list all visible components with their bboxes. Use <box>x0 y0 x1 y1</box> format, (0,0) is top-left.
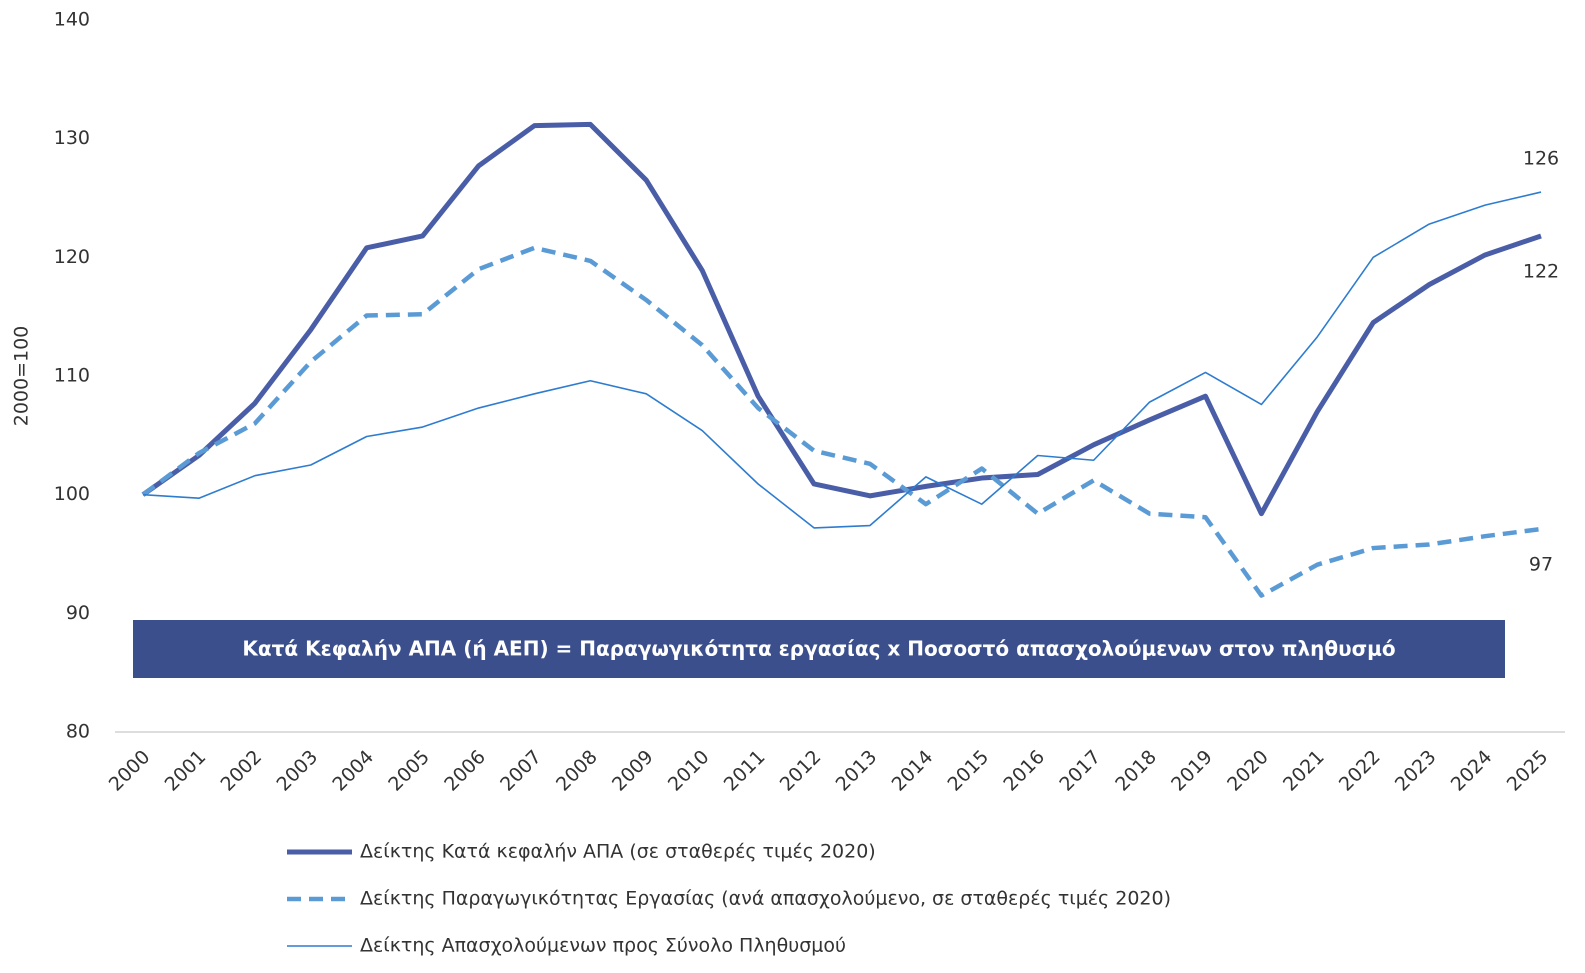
x-tick-label: 2024 <box>1447 746 1497 796</box>
y-tick-label: 140 <box>54 9 90 31</box>
x-tick-label: 2004 <box>328 746 378 796</box>
y-axis-label: 2000=100 <box>11 326 33 427</box>
legend-label: Δείκτης Κατά κεφαλήν ΑΠΑ (σε σταθερές τι… <box>360 841 876 863</box>
legend-label: Δείκτης Παραγωγικότητας Εργασίας (ανά απ… <box>360 888 1171 910</box>
x-tick-label: 2016 <box>999 746 1049 796</box>
x-tick-label: 2023 <box>1391 746 1441 796</box>
y-tick-label: 90 <box>66 602 90 624</box>
x-tick-label: 2021 <box>1279 746 1329 796</box>
y-tick-label: 120 <box>54 246 90 268</box>
x-tick-label: 2009 <box>608 746 658 796</box>
x-tick-label: 2002 <box>217 746 267 796</box>
x-tick-label: 2006 <box>440 746 490 796</box>
annotation: Κατά Κεφαλήν ΑΠΑ (ή ΑΕΠ) = Παραγωγικότητ… <box>242 637 1395 661</box>
series-line <box>141 245 1542 598</box>
x-tick-label: 2010 <box>664 746 714 796</box>
x-tick-label: 2003 <box>272 746 322 796</box>
x-tick-label: 2000 <box>105 746 155 796</box>
x-tick-label: 2022 <box>1335 746 1385 796</box>
x-tick-label: 2015 <box>943 746 993 796</box>
x-tick-label: 2012 <box>776 746 826 796</box>
x-tick-label: 2014 <box>888 746 938 796</box>
x-tick-label: 2019 <box>1167 746 1217 796</box>
x-tick-label: 2017 <box>1055 746 1105 796</box>
x-tick-label: 2025 <box>1503 746 1553 796</box>
y-tick-label: 130 <box>54 127 90 149</box>
data-label: 97 <box>1529 554 1553 576</box>
data-label: 126 <box>1523 148 1559 170</box>
legend-label: Δείκτης Απασχολούμενων προς Σύνολο Πληθυ… <box>360 935 846 957</box>
x-tick-label: 2008 <box>552 746 602 796</box>
x-tick-label: 2005 <box>384 746 434 796</box>
x-tick-label: 2011 <box>720 746 770 796</box>
series-line <box>141 121 1542 517</box>
x-tick-label: 2018 <box>1111 746 1161 796</box>
annotation-box <box>133 620 1505 678</box>
y-tick-label: 80 <box>66 721 90 743</box>
x-tick-label: 2007 <box>496 746 546 796</box>
data-label: 122 <box>1523 260 1559 282</box>
x-tick-label: 2013 <box>832 746 882 796</box>
series-line <box>142 191 1542 529</box>
y-tick-label: 100 <box>54 483 90 505</box>
y-tick-label: 110 <box>54 365 90 387</box>
x-tick-label: 2001 <box>161 746 211 796</box>
x-tick-label: 2020 <box>1223 746 1273 796</box>
